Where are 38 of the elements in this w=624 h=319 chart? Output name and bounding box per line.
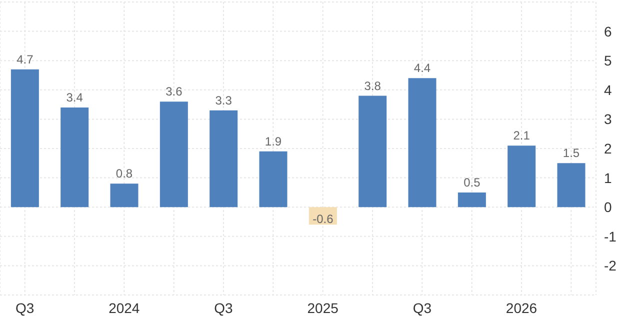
data-label: 3.8 [364,78,382,93]
y-tick-label: 5 [604,52,612,69]
x-tick-label: 2024 [108,300,140,316]
y-tick-label: -2 [604,258,617,274]
bar [160,102,188,208]
data-label: 2.1 [513,128,530,143]
bar [557,163,586,208]
bar [210,110,238,208]
y-tick-label: 6 [604,23,612,40]
data-label: -0.6 [312,212,334,226]
y-tick-label: 3 [604,111,612,128]
x-tick-label: 2026 [506,300,538,316]
bar [508,146,536,208]
data-label: 4.7 [16,52,34,66]
y-tick-label: 2 [604,140,612,156]
data-label: 3.3 [215,93,232,108]
data-label: 4.4 [414,61,431,76]
x-tick-label: Q3 [214,300,234,316]
bar [259,151,288,208]
x-tick-label: 2025 [307,300,339,316]
y-tick-label: 1 [604,170,612,186]
bar [458,192,486,208]
bar [408,78,436,208]
x-tick-label: Q3 [15,300,34,316]
data-label: 0.8 [116,166,133,181]
bar [60,107,89,208]
y-tick-label: 4 [604,82,612,98]
data-label: 3.4 [66,90,84,104]
data-label: 1.5 [562,146,580,160]
data-label: 3.6 [166,84,183,99]
bar [110,184,138,208]
bar [358,96,387,208]
bar [10,69,39,208]
x-tick-label: Q3 [412,300,432,316]
y-tick-label: 0 [604,199,612,216]
y-tick-label: -1 [604,228,617,244]
data-label: 0.5 [464,175,481,190]
data-label: 1.9 [264,134,282,148]
